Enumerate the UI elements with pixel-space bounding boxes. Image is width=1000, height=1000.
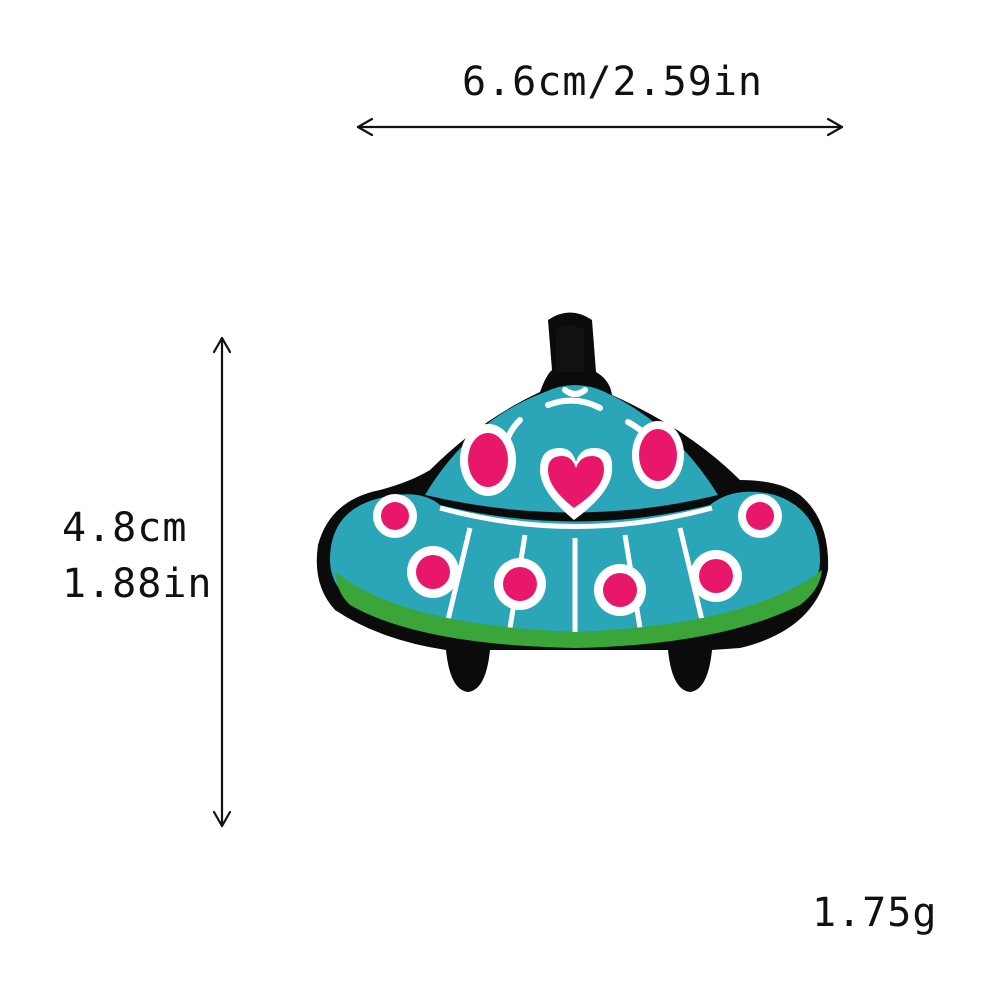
ufo-green-rim — [336, 570, 822, 648]
height-measurement-in: 1.88in — [62, 561, 213, 607]
saucer-decorations — [373, 494, 782, 616]
dome-decorations — [460, 421, 684, 520]
height-measurement-cm: 4.8cm — [62, 505, 188, 551]
width-measurement: 6.6cm/2.59in — [462, 59, 763, 105]
ufo-antenna — [556, 325, 584, 372]
ufo-patch-image — [316, 312, 829, 692]
weight-measurement: 1.75g — [812, 890, 938, 936]
